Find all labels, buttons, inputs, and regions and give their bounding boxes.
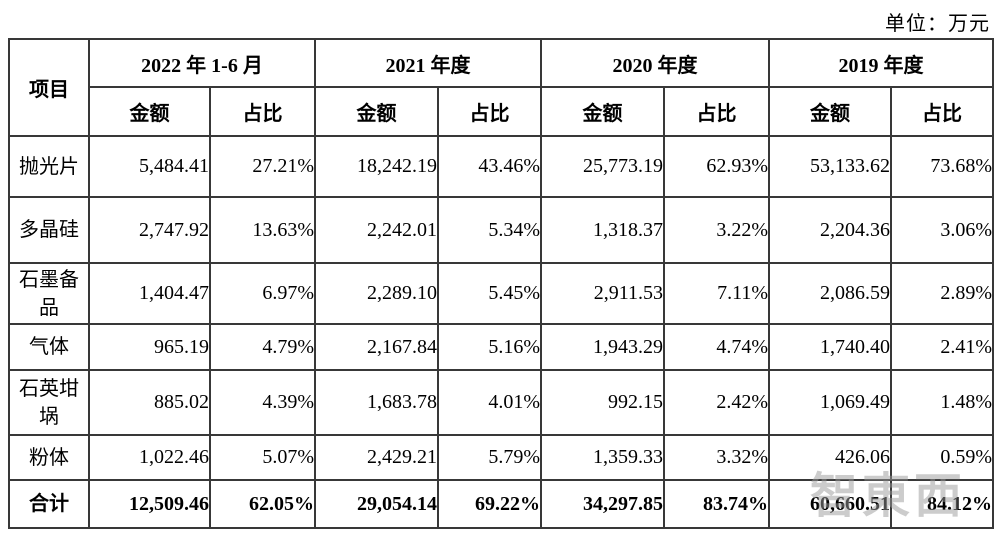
- ratio-cell: 4.74%: [663, 323, 771, 371]
- header-row-subheaders: 金额 占比 金额 占比 金额 占比 金额 占比: [9, 86, 995, 137]
- amount-cell: 2,167.84: [314, 323, 440, 371]
- ratio-cell: 5.07%: [208, 434, 317, 481]
- amount-cell: 885.02: [88, 369, 211, 436]
- subheader-amount-2019: 金额: [768, 86, 893, 137]
- row-item-label: 石英坩埚: [8, 369, 90, 436]
- ratio-cell: 4.39%: [208, 369, 317, 436]
- amount-cell: 992.15: [540, 369, 666, 436]
- amount-cell: 53,133.62: [768, 135, 893, 198]
- ratio-cell: 0.59%: [890, 434, 995, 481]
- amount-cell: 1,740.40: [768, 323, 893, 371]
- subheader-amount-2022: 金额: [88, 86, 211, 137]
- ratio-cell: 73.68%: [890, 135, 995, 198]
- subheader-ratio-2019: 占比: [890, 86, 995, 137]
- amount-cell: 25,773.19: [540, 135, 666, 198]
- ratio-cell: 6.97%: [208, 262, 317, 325]
- ratio-cell: 69.22%: [437, 479, 543, 529]
- ratio-cell: 3.06%: [890, 196, 995, 264]
- subheader-ratio-2021: 占比: [437, 86, 543, 137]
- amount-cell: 426.06: [768, 434, 893, 481]
- table-row-polishing-wafer: 抛光片 5,484.41 27.21% 18,242.19 43.46% 25,…: [8, 135, 995, 198]
- table-row-graphite-spares: 石墨备品 1,404.47 6.97% 2,289.10 5.45% 2,911…: [8, 262, 995, 325]
- ratio-cell: 3.22%: [663, 196, 771, 264]
- ratio-cell: 7.11%: [663, 262, 771, 325]
- amount-cell: 2,429.21: [314, 434, 440, 481]
- subheader-amount-2021: 金额: [314, 86, 440, 137]
- ratio-cell: 5.34%: [437, 196, 543, 264]
- table-row-quartz-crucible: 石英坩埚 885.02 4.39% 1,683.78 4.01% 992.15 …: [8, 369, 995, 436]
- row-item-label: 气体: [8, 323, 90, 371]
- amount-cell: 2,086.59: [768, 262, 893, 325]
- amount-cell: 1,069.49: [768, 369, 893, 436]
- ratio-cell: 2.41%: [890, 323, 995, 371]
- table-row-total: 合计 12,509.46 62.05% 29,054.14 69.22% 34,…: [8, 479, 995, 529]
- unit-label: 单位：万元: [885, 13, 990, 35]
- amount-cell: 5,484.41: [88, 135, 211, 198]
- cost-composition-table: 项目 2022 年 1-6 月 2021 年度 2020 年度 2019 年度 …: [8, 38, 995, 529]
- period-header-2019: 2019 年度: [768, 38, 995, 88]
- ratio-cell: 2.42%: [663, 369, 771, 436]
- ratio-cell: 13.63%: [208, 196, 317, 264]
- amount-cell: 12,509.46: [88, 479, 211, 529]
- amount-cell: 2,204.36: [768, 196, 893, 264]
- ratio-cell: 4.01%: [437, 369, 543, 436]
- row-item-label: 合计: [8, 479, 90, 529]
- ratio-cell: 27.21%: [208, 135, 317, 198]
- header-row-periods: 项目 2022 年 1-6 月 2021 年度 2020 年度 2019 年度: [8, 38, 995, 137]
- amount-cell: 34,297.85: [540, 479, 666, 529]
- amount-cell: 1,318.37: [540, 196, 666, 264]
- ratio-cell: 5.79%: [437, 434, 543, 481]
- table-row-powder: 粉体 1,022.46 5.07% 2,429.21 5.79% 1,359.3…: [8, 434, 995, 481]
- table-row-gas: 气体 965.19 4.79% 2,167.84 5.16% 1,943.29 …: [8, 323, 995, 371]
- amount-cell: 1,359.33: [540, 434, 666, 481]
- amount-cell: 60,660.51: [768, 479, 893, 529]
- ratio-cell: 5.45%: [437, 262, 543, 325]
- period-header-2020: 2020 年度: [540, 38, 771, 88]
- amount-cell: 1,683.78: [314, 369, 440, 436]
- ratio-cell: 83.74%: [663, 479, 771, 529]
- amount-cell: 1,943.29: [540, 323, 666, 371]
- ratio-cell: 3.32%: [663, 434, 771, 481]
- amount-cell: 18,242.19: [314, 135, 440, 198]
- ratio-cell: 2.89%: [890, 262, 995, 325]
- amount-cell: 2,289.10: [314, 262, 440, 325]
- table-row-polysilicon: 多晶硅 2,747.92 13.63% 2,242.01 5.34% 1,318…: [8, 196, 995, 264]
- subheader-ratio-2022: 占比: [208, 86, 317, 137]
- ratio-cell: 84.12%: [890, 479, 995, 529]
- amount-cell: 1,404.47: [88, 262, 211, 325]
- ratio-cell: 1.48%: [890, 369, 995, 436]
- amount-cell: 2,242.01: [314, 196, 440, 264]
- col-header-item: 项目: [8, 38, 90, 137]
- ratio-cell: 62.05%: [208, 479, 317, 529]
- amount-cell: 1,022.46: [88, 434, 211, 481]
- ratio-cell: 43.46%: [437, 135, 543, 198]
- amount-cell: 965.19: [88, 323, 211, 371]
- ratio-cell: 4.79%: [208, 323, 317, 371]
- row-item-label: 粉体: [8, 434, 90, 481]
- amount-cell: 2,911.53: [540, 262, 666, 325]
- period-header-2021: 2021 年度: [314, 38, 543, 88]
- subheader-ratio-2020: 占比: [663, 86, 771, 137]
- amount-cell: 29,054.14: [314, 479, 440, 529]
- period-header-2022h1: 2022 年 1-6 月: [87, 38, 317, 88]
- amount-cell: 2,747.92: [88, 196, 211, 264]
- row-item-label: 石墨备品: [8, 262, 90, 325]
- row-item-label: 抛光片: [8, 135, 90, 198]
- subheader-amount-2020: 金额: [540, 86, 666, 137]
- ratio-cell: 5.16%: [437, 323, 543, 371]
- ratio-cell: 62.93%: [663, 135, 771, 198]
- row-item-label: 多晶硅: [8, 196, 90, 264]
